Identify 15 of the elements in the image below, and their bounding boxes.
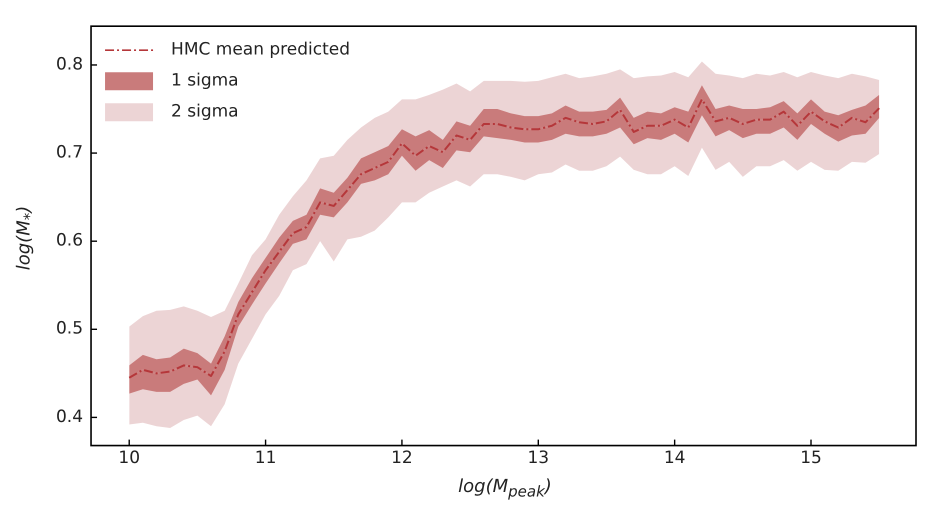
legend-label: 1 sigma	[171, 70, 239, 91]
y-tick-label: 0.8	[56, 54, 84, 74]
legend-label: 2 sigma	[171, 102, 239, 122]
x-tick-label: 11	[254, 448, 276, 468]
legend-label: HMC mean predicted	[171, 40, 350, 60]
x-axis-title: log(M$_{peak}$)	[457, 476, 553, 501]
y-tick-label: 0.4	[56, 406, 84, 427]
x-tick-label: 14	[664, 448, 686, 468]
x-tick-label: 15	[800, 448, 822, 468]
x-tick-label: 13	[527, 448, 550, 468]
y-tick-label: 0.6	[56, 230, 84, 251]
y-tick-label: 0.5	[56, 318, 84, 339]
x-tick-label: 10	[118, 448, 140, 468]
x-tick-label: 12	[391, 448, 413, 468]
y-tick-label: 0.7	[56, 142, 84, 162]
